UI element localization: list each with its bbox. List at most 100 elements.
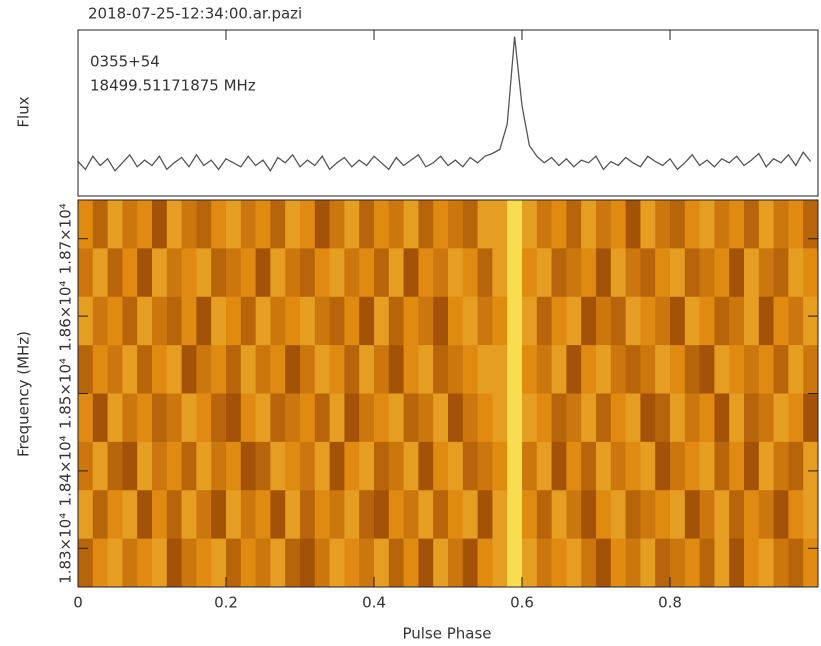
heatmap-cell bbox=[729, 345, 745, 394]
heatmap-cell bbox=[625, 296, 641, 346]
heatmap-cell bbox=[477, 538, 493, 588]
heatmap-cell bbox=[566, 345, 582, 394]
heatmap-cell bbox=[122, 248, 138, 298]
heatmap-cell bbox=[729, 538, 745, 588]
heatmap-cell bbox=[388, 296, 404, 346]
heatmap-cell bbox=[255, 441, 271, 491]
heatmap-cell bbox=[166, 345, 182, 394]
heatmap-cell bbox=[581, 538, 597, 588]
heatmap-cell bbox=[729, 248, 745, 298]
heatmap-cell bbox=[211, 393, 227, 443]
heatmap-cell bbox=[655, 393, 671, 443]
heatmap-cell bbox=[403, 490, 419, 540]
heatmap-cell bbox=[522, 296, 538, 346]
heatmap-cell bbox=[255, 296, 271, 346]
heatmap-cell bbox=[107, 248, 123, 298]
heatmap-cell bbox=[522, 248, 538, 298]
heatmap-cell bbox=[448, 200, 464, 249]
heatmap-cell bbox=[344, 200, 360, 249]
heatmap-cell bbox=[152, 393, 168, 443]
heatmap-cell bbox=[744, 538, 760, 588]
heatmap-cell bbox=[240, 200, 256, 249]
heatmap-cell bbox=[596, 296, 612, 346]
heatmap-cell bbox=[596, 248, 612, 298]
heatmap-cell bbox=[551, 248, 567, 298]
heatmap-cell bbox=[433, 296, 449, 346]
heatmap-cell bbox=[536, 441, 552, 491]
heatmap-cell bbox=[788, 490, 804, 540]
heatmap-cell bbox=[536, 345, 552, 394]
x-axis-label: Pulse Phase bbox=[402, 625, 491, 643]
y-tick-label: 1.85×10⁴ bbox=[57, 358, 75, 429]
heatmap-cell bbox=[255, 345, 271, 394]
heatmap-cell bbox=[448, 490, 464, 540]
heatmap-cell bbox=[625, 345, 641, 394]
heatmap-cell bbox=[107, 393, 123, 443]
heatmap-cell bbox=[403, 345, 419, 394]
heatmap-cell bbox=[551, 490, 567, 540]
heatmap-cell bbox=[684, 296, 700, 346]
heatmap-cell bbox=[388, 441, 404, 491]
heatmap-cell bbox=[536, 296, 552, 346]
heatmap-cell bbox=[448, 393, 464, 443]
heatmap-cell bbox=[640, 538, 656, 588]
heatmap-cell bbox=[699, 248, 715, 298]
heatmap-cell bbox=[374, 538, 390, 588]
heatmap-cell bbox=[758, 200, 774, 249]
heatmap-cell bbox=[152, 538, 168, 588]
heatmap-cell bbox=[714, 248, 730, 298]
heatmap-cell bbox=[477, 393, 493, 443]
heatmap-cell bbox=[152, 296, 168, 346]
heatmap-cell bbox=[462, 345, 478, 394]
heatmap-cell bbox=[78, 538, 94, 588]
heatmap-cell bbox=[581, 441, 597, 491]
heatmap-cell bbox=[670, 538, 686, 588]
heatmap-cell bbox=[433, 345, 449, 394]
heatmap-cell bbox=[581, 200, 597, 249]
heatmap-cell bbox=[344, 345, 360, 394]
heatmap-cell bbox=[403, 538, 419, 588]
heatmap-cell bbox=[300, 296, 316, 346]
heatmap-cell bbox=[788, 345, 804, 394]
heatmap-cell bbox=[196, 490, 212, 540]
heatmap-cell bbox=[374, 296, 390, 346]
heatmap-cell bbox=[670, 345, 686, 394]
heatmap-cell bbox=[507, 345, 523, 394]
y-axis-label: Frequency (MHz) bbox=[15, 331, 33, 457]
heatmap-cell bbox=[418, 345, 434, 394]
heatmap-cell bbox=[329, 538, 345, 588]
heatmap-cell bbox=[448, 345, 464, 394]
heatmap-cell bbox=[492, 441, 508, 491]
heatmap-cell bbox=[551, 441, 567, 491]
heatmap-cell bbox=[388, 200, 404, 249]
heatmap-cell bbox=[181, 538, 197, 588]
heatmap-cell bbox=[359, 200, 375, 249]
heatmap-cell bbox=[492, 345, 508, 394]
heatmap-cell bbox=[92, 200, 108, 249]
heatmap-cell bbox=[78, 393, 94, 443]
heatmap-cell bbox=[344, 248, 360, 298]
heatmap-cell bbox=[122, 441, 138, 491]
heatmap-cell bbox=[137, 296, 153, 346]
heatmap-cell bbox=[714, 441, 730, 491]
heatmap-cell bbox=[285, 345, 301, 394]
heatmap-cell bbox=[684, 490, 700, 540]
heatmap-cell bbox=[418, 538, 434, 588]
heatmap-cell bbox=[211, 200, 227, 249]
heatmap-cell bbox=[137, 200, 153, 249]
heatmap-cell bbox=[226, 393, 242, 443]
heatmap-cell bbox=[610, 538, 626, 588]
y-tick-label: 1.84×10⁴ bbox=[57, 435, 75, 506]
heatmap-cell bbox=[507, 393, 523, 443]
heatmap-cell bbox=[492, 538, 508, 588]
heatmap-cell bbox=[359, 248, 375, 298]
heatmap-cell bbox=[270, 200, 286, 249]
heatmap-cell bbox=[714, 200, 730, 249]
heatmap-cell bbox=[522, 345, 538, 394]
heatmap-cell bbox=[640, 296, 656, 346]
heatmap-cell bbox=[196, 296, 212, 346]
heatmap-cell bbox=[744, 441, 760, 491]
heatmap-cell bbox=[655, 441, 671, 491]
heatmap-cell bbox=[418, 200, 434, 249]
heatmap-cell bbox=[226, 490, 242, 540]
